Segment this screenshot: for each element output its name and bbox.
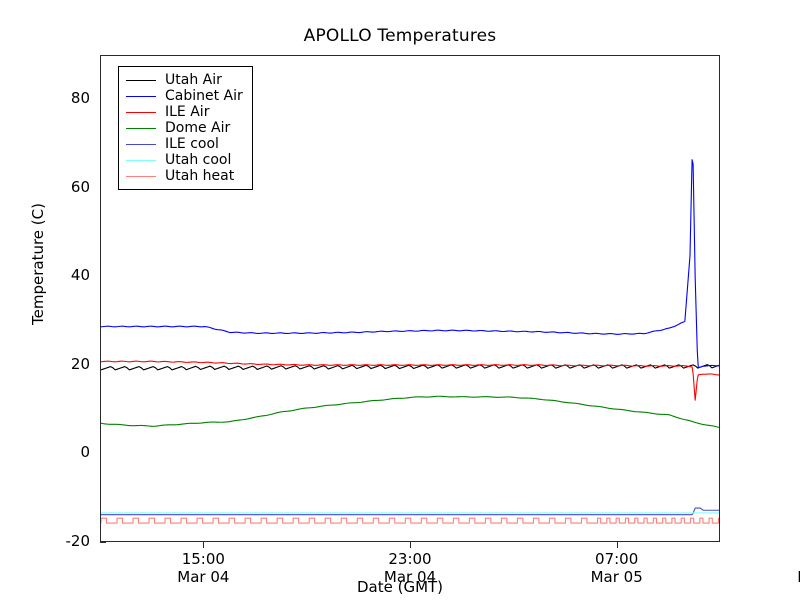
legend-color-swatch — [126, 79, 156, 81]
legend-item-cabinet-air: Cabinet Air — [126, 88, 243, 104]
y-tick-label: 60 — [70, 177, 90, 196]
legend-item-ile-air: ILE Air — [126, 104, 243, 120]
chart-title: APOLLO Temperatures — [303, 26, 497, 46]
legend-item-label: Dome Air — [165, 120, 231, 136]
x-axis-label: Date (GMT) — [356, 578, 444, 596]
x-tick-date: Mar 04 — [383, 568, 437, 586]
series-line-cabinet-air — [101, 159, 719, 369]
chart-legend: Utah Air Cabinet Air ILE Air Dome Air ILE co… — [118, 66, 253, 190]
x-tick-label: 23:00 Mar 04 — [350, 550, 470, 586]
series-line-utah-air — [101, 364, 719, 371]
y-tick-mark — [100, 542, 106, 543]
y-tick-label: 80 — [70, 89, 90, 108]
legend-item-utah-air: Utah Air — [126, 72, 243, 88]
legend-color-swatch — [126, 175, 156, 177]
legend-item-utah-heat: Utah heat — [126, 168, 243, 184]
x-tick-time: 15:00 — [181, 550, 225, 568]
x-tick-label: 15:00 Mar 04 — [143, 550, 263, 586]
y-tick-label: 0 — [80, 443, 90, 462]
y-tick-label: 20 — [70, 354, 90, 373]
x-tick-time: 23:00 — [388, 550, 432, 568]
plot-lines — [101, 159, 719, 524]
x-tick-date: Mar 04 — [177, 568, 230, 586]
x-tick-label: 07:00 Mar 05 — [557, 550, 677, 586]
legend-color-swatch — [126, 111, 156, 113]
legend-item-label: Utah heat — [165, 168, 235, 184]
x-tick-mark — [410, 542, 411, 548]
series-line-ile-cool — [101, 507, 719, 516]
legend-item-dome-air: Dome Air — [126, 120, 243, 136]
series-line-utah-heat — [101, 517, 719, 524]
legend-item-label: Utah cool — [165, 152, 232, 168]
legend-color-swatch — [126, 127, 156, 129]
series-line-ile-air — [101, 360, 719, 401]
x-tick-date: Mar 05 — [763, 568, 800, 586]
x-tick-mark — [203, 542, 205, 548]
x-tick-time: 07:00 — [595, 550, 639, 568]
x-tick-time: 15:00 — [763, 550, 800, 568]
series-line-dome-air — [101, 395, 719, 428]
y-tick-label: -20 — [65, 532, 91, 550]
x-tick-date: Mar 05 — [590, 568, 643, 586]
x-tick-mark — [616, 542, 618, 548]
legend-item-label: Utah Air — [165, 72, 222, 88]
legend-item-label: Cabinet Air — [165, 88, 243, 104]
legend-color-swatch — [126, 95, 156, 97]
legend-item-utah-cool: Utah cool — [126, 152, 243, 168]
y-tick-label: 40 — [70, 266, 90, 285]
legend-item-label: ILE cool — [165, 136, 219, 152]
legend-item-label: ILE Air — [165, 104, 210, 120]
legend-item-ile-cool: ILE cool — [126, 136, 243, 152]
legend-color-swatch — [126, 143, 156, 145]
legend-color-swatch — [126, 159, 156, 161]
